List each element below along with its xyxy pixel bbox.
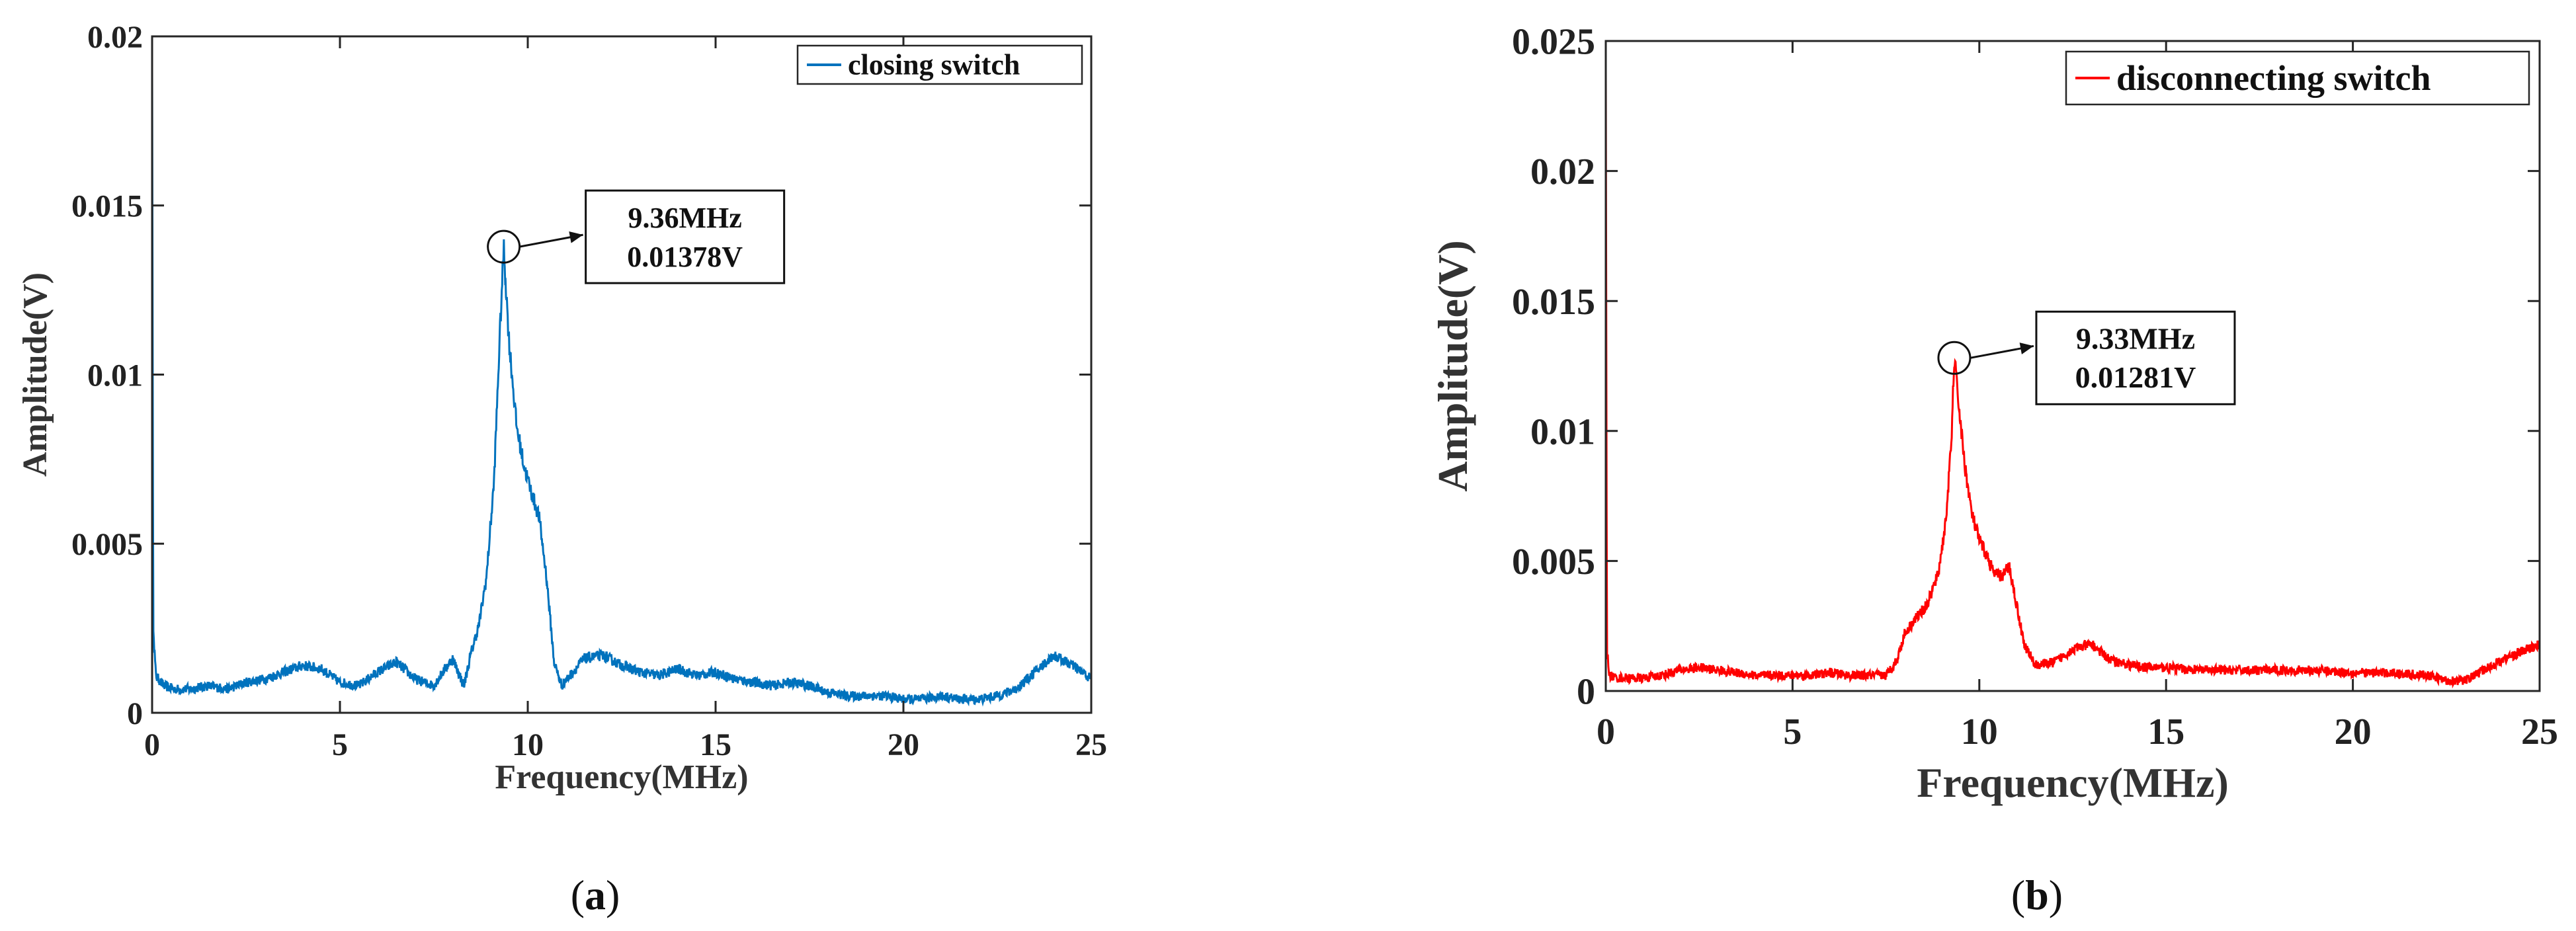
y-tick-label: 0.01 <box>87 358 143 393</box>
y-tick-label: 0 <box>1577 672 1595 713</box>
annotation-arrowhead <box>2019 343 2034 354</box>
y-tick-label: 0.015 <box>71 189 143 224</box>
x-tick-label: 10 <box>512 727 544 762</box>
x-tick-label: 25 <box>1075 727 1107 762</box>
series-line-1 <box>151 70 1093 707</box>
panel-label: (b) <box>2011 871 2063 918</box>
legend-label: closing switch <box>848 49 1020 81</box>
y-tick-label: 0.01 <box>1530 411 1595 452</box>
y-tick-label: 0.02 <box>1530 151 1595 192</box>
x-tick-label: 15 <box>2147 711 2184 752</box>
legend-box <box>2065 50 2530 106</box>
annotation-arrowhead <box>569 231 583 243</box>
x-tick-label: 10 <box>1961 711 1998 752</box>
chart-panel-b: 0 5 10 15 20 25 0 0.005 0.01 0.015 0.02 0.025 Freque… <box>1429 22 2558 918</box>
annotation-box <box>2035 310 2236 405</box>
y-tick-label: 0.005 <box>71 527 143 562</box>
x-tick-label: 15 <box>700 727 731 762</box>
y-axis-title: Amplitude(V) <box>17 272 54 477</box>
series-line-1 <box>1604 67 2541 689</box>
x-tick-label: 0 <box>144 727 160 762</box>
legend-box <box>796 44 1083 85</box>
x-tick-label: 25 <box>2521 711 2558 752</box>
y-tick-label: 0.02 <box>87 20 143 55</box>
x-axis-title: Frequency(MHz) <box>495 758 748 796</box>
panel-label: (a) <box>571 871 620 918</box>
axes-box <box>1604 40 2541 692</box>
axes-box <box>151 35 1093 714</box>
y-tick-label: 0.025 <box>1512 22 1595 63</box>
annotation-label: 9.33MHz <box>2076 321 2195 355</box>
legend: closing switch <box>796 44 1083 85</box>
x-axis-title: Frequency(MHz) <box>1917 759 2229 806</box>
annotation-label: 0.01281V <box>2075 360 2196 394</box>
y-tick-label: 0.015 <box>1512 282 1595 323</box>
x-tick-label: 5 <box>1783 711 1802 752</box>
peak-annotation: 9.36MHz 0.01378V <box>487 189 786 284</box>
peak-annotation: 9.33MHz 0.01281V <box>1937 310 2236 405</box>
x-tick-label: 5 <box>332 727 348 762</box>
y-tick-label: 0 <box>127 696 143 731</box>
legend-label: disconnecting switch <box>2116 58 2431 98</box>
annotation-label: 9.36MHz <box>628 202 741 234</box>
annotation-box <box>585 189 786 284</box>
annotation-label: 0.01378V <box>627 241 743 273</box>
chart-panel-a: 0 5 10 15 20 25 0 0.005 0.01 0.015 0.02 Frequency(M… <box>17 20 1107 918</box>
x-tick-label: 0 <box>1597 711 1615 752</box>
y-tick-label: 0.005 <box>1512 542 1595 583</box>
y-axis-title: Amplitude(V) <box>1429 240 1476 491</box>
x-tick-label: 20 <box>888 727 919 762</box>
legend: disconnecting switch <box>2065 50 2530 106</box>
x-tick-label: 20 <box>2335 711 2372 752</box>
